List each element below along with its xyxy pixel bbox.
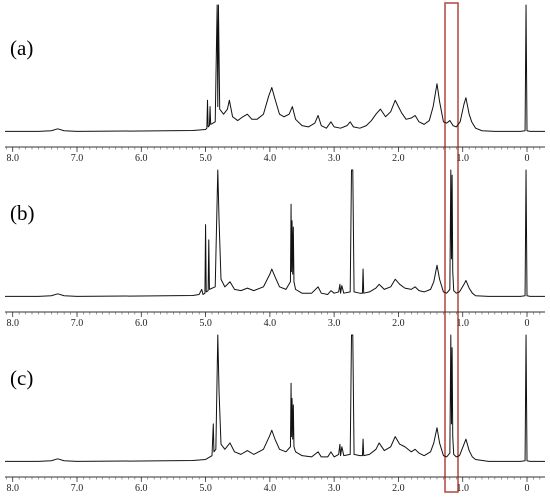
x-tick-label: 3.0 <box>328 153 341 164</box>
x-tick-label: 0 <box>525 483 530 494</box>
x-tick-label: 3.0 <box>328 318 341 329</box>
panel-label: (a) <box>10 36 33 60</box>
x-tick-label: 1.0 <box>456 153 469 164</box>
x-tick-label: 5.0 <box>199 153 212 164</box>
x-tick-label: 6.0 <box>135 318 148 329</box>
x-tick-label: 8.0 <box>6 483 19 494</box>
x-tick-label: 6.0 <box>135 153 148 164</box>
x-tick-label: 2.0 <box>392 483 405 494</box>
x-tick-label: 7.0 <box>71 318 84 329</box>
x-tick-label: 2.0 <box>392 153 405 164</box>
x-tick-label: 8.0 <box>6 153 19 164</box>
x-tick-label: 0 <box>525 318 530 329</box>
x-tick-label: 6.0 <box>135 483 148 494</box>
x-tick-label: 5.0 <box>199 483 212 494</box>
panel-label: (b) <box>10 201 35 225</box>
spectrum-line <box>5 4 545 132</box>
x-tick-label: 8.0 <box>6 318 19 329</box>
panel-label: (c) <box>10 366 33 390</box>
x-tick-label: 4.0 <box>264 483 277 494</box>
x-tick-label: 7.0 <box>71 483 84 494</box>
x-tick-label: 7.0 <box>71 153 84 164</box>
x-tick-label: 5.0 <box>199 318 212 329</box>
x-tick-label: 2.0 <box>392 318 405 329</box>
spectrum-line <box>5 334 545 462</box>
x-tick-label: 3.0 <box>328 483 341 494</box>
x-tick-label: 1.0 <box>456 483 469 494</box>
x-tick-label: 0 <box>525 153 530 164</box>
x-tick-label: 4.0 <box>264 153 277 164</box>
x-tick-label: 1.0 <box>456 318 469 329</box>
spectrum-line <box>5 169 545 297</box>
highlight-box <box>444 2 459 493</box>
x-tick-label: 4.0 <box>264 318 277 329</box>
